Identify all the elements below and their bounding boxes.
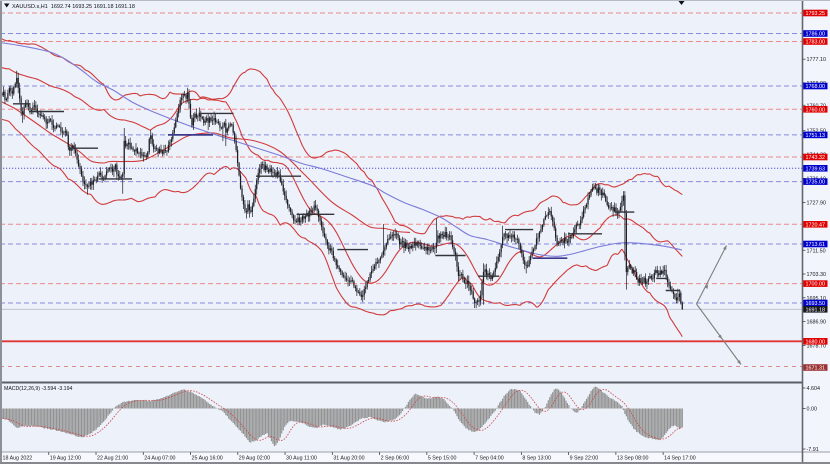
svg-text:1700.00: 1700.00 [806, 282, 826, 288]
svg-text:1686.90: 1686.90 [807, 320, 827, 326]
svg-text:30 Aug 11:00: 30 Aug 11:00 [286, 456, 317, 462]
svg-text:1678.70: 1678.70 [807, 343, 827, 349]
svg-text:2 Sep 06:00: 2 Sep 06:00 [381, 456, 410, 462]
svg-text:0.00: 0.00 [807, 407, 818, 413]
svg-text:1713.61: 1713.61 [806, 242, 826, 248]
svg-text:1783.00: 1783.00 [806, 40, 826, 46]
svg-text:25 Aug 16:00: 25 Aug 16:00 [192, 456, 223, 462]
svg-text:1777.10: 1777.10 [807, 57, 827, 63]
svg-text:19 Aug 12:00: 19 Aug 12:00 [50, 456, 81, 462]
svg-text:1768.00: 1768.00 [806, 84, 826, 90]
svg-text:1711.50: 1711.50 [807, 248, 826, 254]
svg-text:24 Aug 07:00: 24 Aug 07:00 [144, 456, 175, 462]
svg-text:XAUUSD.s,H1 1692.74 1693.25 1: XAUUSD.s,H1 1692.74 1693.25 1691.18 1691… [12, 4, 135, 10]
svg-text:1691.18: 1691.18 [806, 307, 826, 313]
svg-text:13 Sep 08:00: 13 Sep 08:00 [617, 456, 649, 462]
svg-text:31 Aug 20:00: 31 Aug 20:00 [333, 456, 364, 462]
svg-text:MACD(12,26,9) -3.594 -3.194: MACD(12,26,9) -3.594 -3.194 [4, 386, 72, 392]
svg-text:5 Sep 15:00: 5 Sep 15:00 [428, 456, 457, 462]
svg-text:1760.00: 1760.00 [806, 107, 826, 113]
svg-text:1739.63: 1739.63 [806, 166, 826, 172]
svg-text:1751.13: 1751.13 [806, 133, 826, 139]
svg-text:7 Sep 04:00: 7 Sep 04:00 [475, 456, 504, 462]
svg-text:9 Sep 22:00: 9 Sep 22:00 [570, 456, 599, 462]
svg-text:29 Aug 02:00: 29 Aug 02:00 [239, 456, 270, 462]
svg-text:1671.31: 1671.31 [806, 366, 826, 372]
svg-text:14 Sep 17:00: 14 Sep 17:00 [664, 456, 696, 462]
svg-text:1720.47: 1720.47 [806, 222, 826, 228]
svg-text:1793.25: 1793.25 [806, 11, 826, 17]
svg-text:4.604: 4.604 [807, 386, 821, 392]
svg-text:8 Sep 13:00: 8 Sep 13:00 [522, 456, 551, 462]
svg-text:1743.32: 1743.32 [806, 155, 826, 161]
svg-text:1695.10: 1695.10 [807, 296, 827, 302]
svg-text:1680.00: 1680.00 [806, 339, 826, 345]
svg-text:1786.00: 1786.00 [806, 32, 826, 38]
svg-text:-7.91: -7.91 [807, 447, 819, 453]
svg-text:22 Aug 21:00: 22 Aug 21:00 [97, 456, 128, 462]
svg-text:18 Aug 2022: 18 Aug 2022 [3, 456, 33, 462]
svg-text:1735.00: 1735.00 [806, 180, 826, 186]
svg-text:1693.50: 1693.50 [806, 301, 826, 307]
svg-text:1703.30: 1703.30 [807, 272, 827, 278]
svg-text:1727.90: 1727.90 [807, 201, 827, 207]
